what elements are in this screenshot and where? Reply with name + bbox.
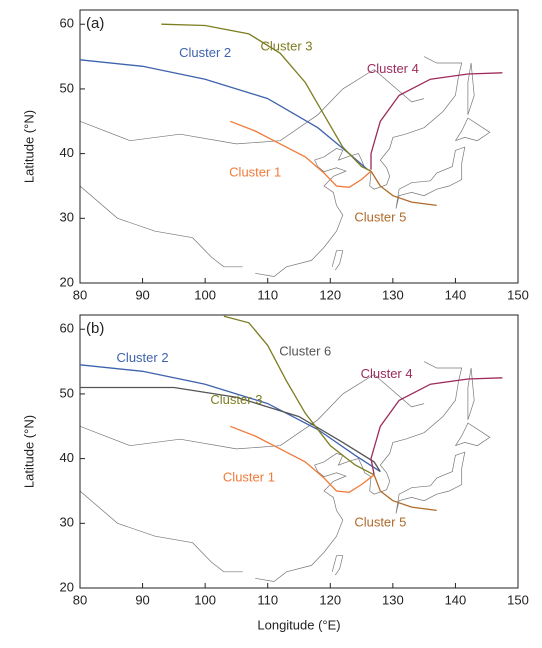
coastline xyxy=(80,374,425,450)
y-tick-label: 40 xyxy=(60,450,74,465)
trajectory-label: Cluster 2 xyxy=(179,45,231,60)
x-tick-label: 140 xyxy=(445,287,467,302)
trajectory xyxy=(229,120,372,188)
coastline xyxy=(80,490,243,573)
coastline xyxy=(80,69,425,145)
y-tick-label: 60 xyxy=(60,321,74,336)
trajectory-label: Cluster 3 xyxy=(210,392,262,407)
coastline xyxy=(255,361,463,582)
trajectory xyxy=(370,377,503,475)
x-tick-label: 90 xyxy=(135,592,149,607)
trajectory xyxy=(370,72,503,170)
coastline xyxy=(395,451,466,514)
coastline xyxy=(455,117,491,142)
x-tick-label: 100 xyxy=(194,287,216,302)
y-tick-label: 30 xyxy=(60,515,74,530)
trajectory-label: Cluster 4 xyxy=(367,61,419,76)
trajectory xyxy=(373,474,437,512)
coastline xyxy=(331,250,344,271)
trajectory xyxy=(161,23,372,172)
plot-frame xyxy=(79,314,519,589)
x-tick-label: 110 xyxy=(257,592,278,607)
coastline xyxy=(80,185,243,268)
y-tick-label: 50 xyxy=(60,385,74,400)
trajectory-label: Cluster 3 xyxy=(260,38,312,53)
trajectory-label: Cluster 6 xyxy=(279,343,331,358)
x-tick-label: 90 xyxy=(135,287,149,302)
plot-frame xyxy=(79,9,519,284)
coastline xyxy=(467,62,475,115)
trajectory-label: Cluster 5 xyxy=(354,210,406,225)
coastline xyxy=(455,422,491,447)
x-tick-label: 120 xyxy=(319,287,341,302)
trajectory xyxy=(229,425,375,493)
map-panel: 80 90 100 110 120 130 140 150 20 30 40 50 60 Latitude… xyxy=(21,9,529,302)
x-tick-label: 110 xyxy=(257,287,278,302)
trajectory xyxy=(79,364,381,473)
x-tick-label: 150 xyxy=(507,287,529,302)
x-tick-label: 130 xyxy=(382,592,404,607)
coastline xyxy=(331,555,344,576)
trajectory xyxy=(223,315,375,476)
trajectory-label: Cluster 2 xyxy=(117,350,169,365)
x-tick-label: 120 xyxy=(319,592,341,607)
y-tick-label: 60 xyxy=(60,16,74,31)
y-tick-label: 40 xyxy=(60,145,74,160)
x-tick-label: 80 xyxy=(73,287,87,302)
trajectory-label: Cluster 1 xyxy=(229,164,281,179)
x-tick-label: 140 xyxy=(445,592,467,607)
coastline xyxy=(395,146,466,209)
y-tick-label: 20 xyxy=(60,274,74,289)
x-tick-label: 150 xyxy=(507,592,529,607)
trajectory-label: Cluster 1 xyxy=(223,469,275,484)
y-tick-label: 20 xyxy=(60,579,74,594)
trajectory xyxy=(80,386,381,472)
coastline xyxy=(467,367,475,420)
coastline xyxy=(255,56,463,277)
x-tick-label: 100 xyxy=(194,592,216,607)
y-axis-label: Latitude (°N) xyxy=(21,415,36,488)
trajectory-label: Cluster 5 xyxy=(354,515,406,530)
x-axis-label: Longitude (°E) xyxy=(257,617,340,632)
map-panel: 80 90 100 110 120 130 140 150 20 30 40 50 60 Latitude… xyxy=(21,314,529,632)
x-tick-label: 80 xyxy=(73,592,87,607)
x-tick-label: 130 xyxy=(382,287,404,302)
y-tick-label: 30 xyxy=(60,210,74,225)
y-axis-label: Latitude (°N) xyxy=(21,110,36,183)
panel-label: (b) xyxy=(86,320,104,337)
panel-label: (a) xyxy=(86,15,104,32)
trajectory-label: Cluster 4 xyxy=(361,366,413,381)
trajectory xyxy=(370,170,437,207)
y-tick-label: 50 xyxy=(60,80,74,95)
